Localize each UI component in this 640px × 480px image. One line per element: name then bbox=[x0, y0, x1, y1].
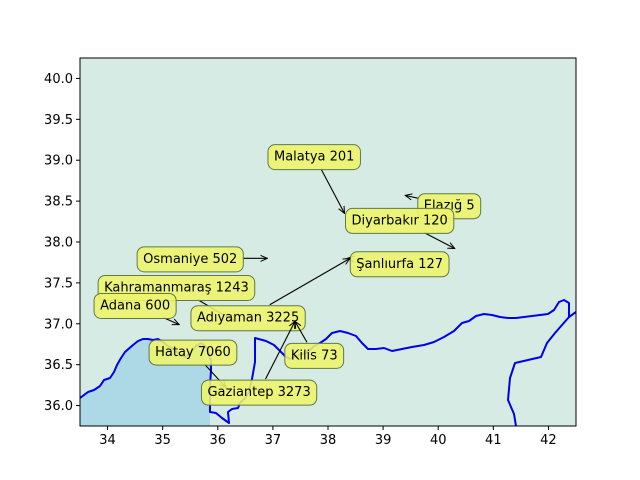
province-label-text: Diyarbakır 120 bbox=[352, 213, 448, 228]
y-tick-label: 36.0 bbox=[44, 399, 73, 414]
province-label-text: Osmaniye 502 bbox=[143, 252, 237, 267]
province-label: Hatay 7060 bbox=[148, 339, 238, 387]
x-tick-label: 42 bbox=[540, 433, 557, 448]
province-label-box bbox=[345, 207, 455, 234]
y-tick-label: 37.0 bbox=[44, 317, 73, 332]
y-tick-label: 39.5 bbox=[44, 113, 73, 128]
map-plot-area bbox=[80, 58, 576, 426]
x-tick-label: 36 bbox=[210, 433, 227, 448]
coastline-turkey-border bbox=[80, 299, 576, 424]
province-label-box bbox=[190, 305, 306, 332]
province-label: Adana 600 bbox=[93, 292, 179, 326]
province-label-box bbox=[200, 379, 318, 406]
province-label-box bbox=[93, 292, 177, 319]
province-label-arrow bbox=[264, 321, 294, 380]
province-label-text: Adana 600 bbox=[100, 298, 170, 313]
y-tick-label: 37.5 bbox=[44, 276, 73, 291]
x-tick-label: 38 bbox=[320, 433, 337, 448]
province-label: Şanlıurfa 127 bbox=[347, 251, 450, 278]
province-label-arrow bbox=[423, 231, 455, 248]
province-label-text: Şanlıurfa 127 bbox=[356, 257, 443, 272]
province-label-box bbox=[284, 342, 345, 369]
province-label-box bbox=[267, 144, 361, 171]
province-label-text: Gaziantep 3273 bbox=[207, 385, 310, 400]
province-label-box bbox=[148, 339, 238, 366]
x-tick-label: 40 bbox=[430, 433, 447, 448]
syria-iraq-border bbox=[507, 316, 570, 426]
province-label-text: Malatya 201 bbox=[274, 150, 354, 165]
province-label: Gaziantep 3273 bbox=[200, 321, 318, 406]
x-tick-label: 37 bbox=[265, 433, 282, 448]
province-label-arrow bbox=[405, 195, 418, 198]
province-label: Diyarbakır 120 bbox=[345, 207, 455, 248]
y-tick-label: 38.0 bbox=[44, 236, 73, 251]
province-label-box bbox=[136, 246, 244, 273]
province-label-arrow bbox=[320, 168, 345, 214]
y-tick-label: 39.0 bbox=[44, 154, 73, 169]
province-label-text: Adıyaman 3225 bbox=[197, 311, 299, 326]
x-axis: 34 35 36 37 38 39 40 41 42 bbox=[99, 426, 557, 448]
province-label: Osmaniye 502 bbox=[136, 246, 267, 273]
province-label-arrow bbox=[269, 258, 350, 306]
y-tick-label: 36.5 bbox=[44, 358, 73, 373]
province-label: Adıyaman 3225 bbox=[190, 258, 350, 332]
province-label-text: Hatay 7060 bbox=[155, 345, 231, 360]
x-tick-label: 39 bbox=[375, 433, 392, 448]
province-label-text: Kahramanmaraş 1243 bbox=[104, 280, 249, 295]
y-axis: 36.0 36.5 37.0 37.5 38.0 38.5 39.0 39.5 40.0 bbox=[44, 72, 80, 414]
province-label: Kilis 73 bbox=[284, 321, 345, 369]
x-tick-label: 35 bbox=[154, 433, 171, 448]
y-tick-label: 40.0 bbox=[44, 72, 73, 87]
province-label: Malatya 201 bbox=[267, 144, 361, 214]
x-tick-label: 41 bbox=[485, 433, 502, 448]
x-tick-label: 34 bbox=[99, 433, 116, 448]
y-tick-label: 38.5 bbox=[44, 195, 73, 210]
country-borders bbox=[80, 299, 576, 426]
province-label-text: Kilis 73 bbox=[291, 348, 338, 363]
province-label-arrow bbox=[295, 321, 308, 343]
